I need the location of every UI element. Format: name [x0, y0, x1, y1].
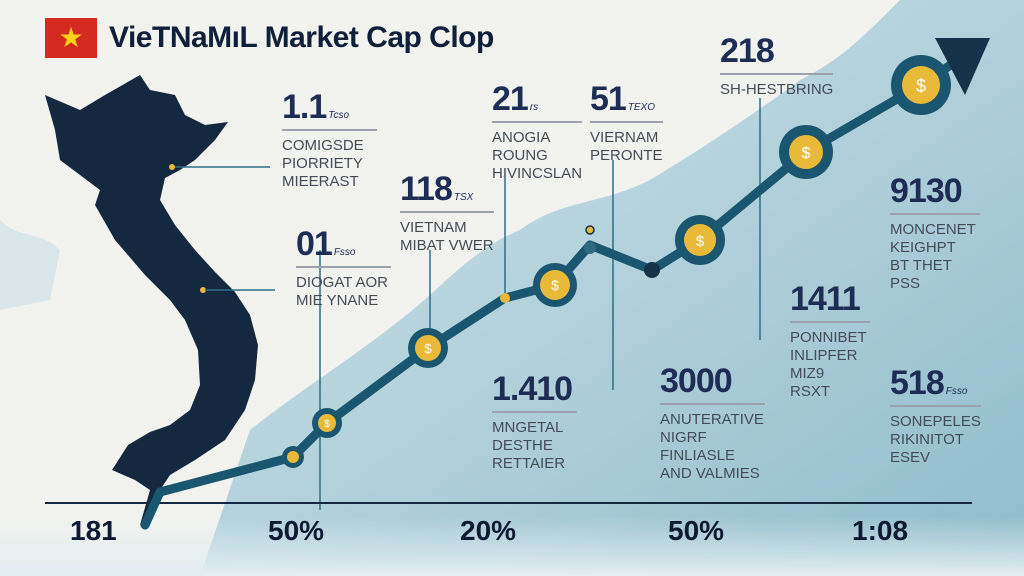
leader-lines [175, 98, 761, 510]
stat-label: NIGRF [660, 429, 707, 446]
stat-label: FINLIASLE [660, 447, 736, 464]
map-marker [200, 287, 206, 293]
stat-unit: Tcso [328, 110, 350, 121]
stat-label: COMIGSDE [282, 137, 364, 154]
divider [890, 213, 980, 215]
stat-callout: 01 Fsso DIOGAT AOR MIE YNANE [296, 225, 391, 310]
stat-label: MNGETAL [492, 419, 564, 436]
stat-unit: Fsso [333, 247, 356, 258]
stat-label: ROUNG [492, 147, 548, 164]
stat-label: MIEERAST [282, 173, 359, 190]
stat-callout: 218 SH-HESTBRING [720, 32, 834, 99]
divider [890, 405, 981, 407]
svg-text:$: $ [916, 76, 926, 96]
stat-value: 21 [492, 80, 529, 118]
axis-label: 20% [460, 515, 517, 546]
stat-label: MONCENET [890, 221, 976, 238]
stat-callout: 9130 MONCENET KEIGHPT BT THET PSS [890, 172, 980, 293]
stat-callout: 1.1 Tcso COMIGSDE PIORRIETY MIEERAST [282, 88, 377, 191]
stat-value: 9130 [890, 172, 963, 210]
stat-value: 51 [590, 80, 627, 118]
stat-label: MIBAT VWER [400, 237, 494, 254]
divider [282, 129, 377, 131]
svg-text:$: $ [696, 233, 705, 250]
stat-label: SH-HESTBRING [720, 81, 834, 98]
stat-callout: 3000 ANUTERATIVE NIGRF FINLIASLE AND VALMIES [660, 362, 765, 483]
stat-unit: Fsso [945, 386, 968, 397]
header: ★ VieTNaMıL Market Cap Clop [45, 18, 494, 58]
stat-value: 3000 [660, 362, 733, 400]
stat-callout: 1411 PONNIBET INLIPFER MIZ9 RSXT [790, 280, 870, 401]
stat-label: ESEV [890, 449, 931, 466]
stat-value: 218 [720, 32, 775, 70]
divider [720, 73, 834, 75]
stat-label: MIE YNANE [296, 292, 379, 309]
stat-unit: TSX [453, 192, 474, 203]
stat-label: AND VALMIES [660, 465, 760, 482]
arrow-head-icon [935, 38, 990, 95]
stat-label: PIORRIETY [282, 155, 363, 172]
stat-label: HIVINCSLAN [492, 165, 583, 182]
stat-value: 518 [890, 364, 945, 402]
svg-text:$: $ [802, 145, 811, 162]
divider [660, 403, 765, 405]
divider [296, 266, 391, 268]
vietnam-flag-icon: ★ [45, 18, 97, 58]
stat-unit: rs [529, 102, 539, 113]
stat-label: MIZ9 [790, 365, 825, 382]
stat-label: RETTAIER [492, 455, 566, 472]
stat-label: DESTHE [492, 437, 553, 454]
axis-label: 50% [668, 515, 725, 546]
stat-label: RIKINITOT [890, 431, 964, 448]
stat-callout: 518 Fsso SONEPELES RIKINITOT ESEV [890, 364, 981, 467]
axis-label: 181 [70, 515, 117, 546]
stat-unit: TEXO [627, 102, 656, 113]
stat-label: VIERNAM [590, 129, 659, 146]
svg-text:$: $ [424, 341, 432, 356]
stat-value: 118 [400, 170, 453, 208]
stat-label: ANOGIA [492, 129, 551, 146]
map-marker [169, 164, 175, 170]
stat-value: 1.1 [282, 88, 327, 126]
stat-label: INLIPFER [790, 347, 858, 364]
stat-value: 01 [296, 225, 333, 263]
stat-label: RSXT [790, 383, 831, 400]
stat-callout: 21 rs ANOGIA ROUNG HIVINCSLAN [492, 80, 583, 183]
stat-label: KEIGHPT [890, 239, 956, 256]
vietnam-map [45, 75, 258, 525]
stat-label: SONEPELES [890, 413, 981, 430]
divider [492, 411, 577, 413]
stat-value: 1.410 [492, 370, 573, 408]
stat-label: VIETNAM [400, 219, 467, 236]
svg-text:$: $ [551, 277, 559, 293]
stat-callout: 118 TSX VIETNAM MIBAT VWER [400, 170, 494, 255]
axis-label: 1:08 [852, 515, 909, 546]
divider [790, 321, 870, 323]
coin-nodes: $ $ $ $ $ $ [282, 55, 951, 468]
stat-label: DIOGAT AOR [296, 274, 388, 291]
stat-label: PERONTE [590, 147, 663, 164]
stat-label: ANUTERATIVE [660, 411, 764, 428]
stat-label: PSS [890, 275, 921, 292]
stat-label: PONNIBET [790, 329, 867, 346]
stat-label: BT THET [890, 257, 952, 274]
divider [492, 121, 583, 123]
stat-callout: 51 TEXO VIERNAM PERONTE [590, 80, 663, 165]
stat-callout: 1.410 MNGETAL DESTHE RETTAIER [492, 370, 577, 473]
page-title: VieTNaMıL Market Cap Clop [109, 21, 494, 54]
svg-text:$: $ [324, 419, 330, 430]
stat-value: 1411 [790, 280, 861, 318]
axis-label: 50% [268, 515, 325, 546]
divider [590, 121, 663, 123]
divider [400, 211, 494, 213]
